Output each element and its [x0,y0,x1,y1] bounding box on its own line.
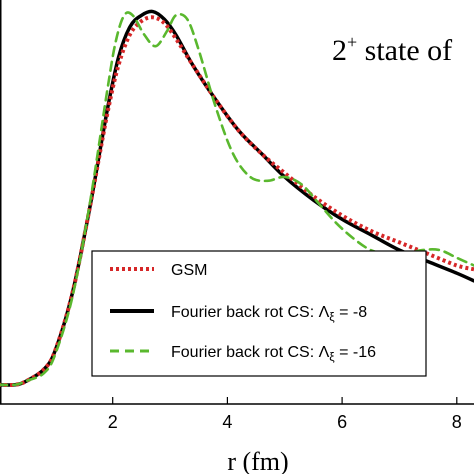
legend-entry-gsm: GSM [110,262,207,279]
legend-label-rot-16-main: Fourier back rot CS: Λ [171,344,330,361]
legend-label-gsm: GSM [171,262,207,279]
x-axis-label: r (fm) [227,447,288,474]
axes: 2 4 6 8 [0,0,474,432]
series-line-0 [0,15,474,388]
legend-label-rot-8-sub: ξ [329,310,335,324]
legend-label-rot-16-sub: ξ [329,350,335,364]
annotation-superscript: + [347,32,357,52]
legend-label-rot-8-suffix: = -8 [335,304,368,321]
x-tick-label-6: 6 [337,412,347,432]
legend-entry-rot-16: Fourier back rot CS: Λξ = -16 [110,344,376,364]
legend-box [91,250,427,377]
state-annotation: 2+ state of [332,32,452,67]
legend-label-rot-16: Fourier back rot CS: Λξ = -16 [171,344,376,364]
x-tick-label-8: 8 [452,412,462,432]
annotation-main: 2 [332,34,347,67]
legend-entry-rot-8: Fourier back rot CS: Λξ = -8 [110,304,367,324]
x-tick-label-4: 4 [222,412,232,432]
annotation-rest: state of [357,34,452,67]
legend-label-rot-8: Fourier back rot CS: Λξ = -8 [171,304,367,324]
legend-label-rot-16-suffix: = -16 [335,344,376,361]
series-line-2 [0,11,474,387]
x-tick-label-2: 2 [108,412,118,432]
legend-label-rot-8-main: Fourier back rot CS: Λ [171,304,330,321]
series-layer [0,9,474,388]
legend: GSM Fourier back rot CS: Λξ = -8 Fourier… [91,250,427,377]
